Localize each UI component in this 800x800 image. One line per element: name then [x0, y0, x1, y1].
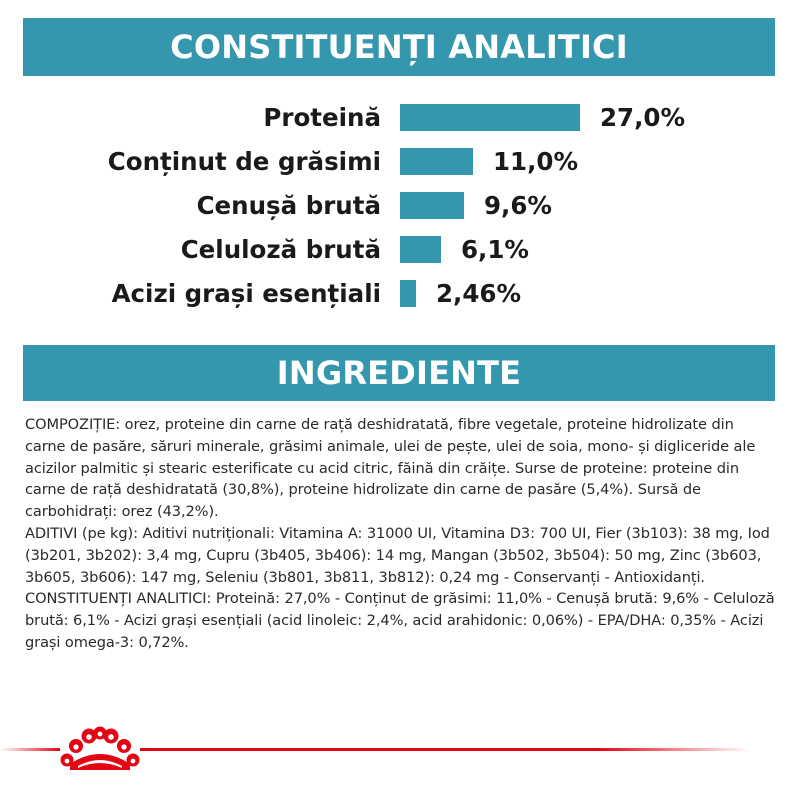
analytic-value: 6,1% [461, 235, 529, 264]
analytic-label: Proteină [263, 103, 381, 132]
analytic-label: Acizi grași esențiali [111, 279, 381, 308]
footer-line-right [140, 748, 750, 751]
analytic-constituents-paragraph: CONSTITUENȚI ANALITICI: Proteină: 27,0% … [25, 590, 775, 651]
ingredients-section-header: INGREDIENTE [23, 345, 775, 401]
analytic-value: 2,46% [436, 279, 521, 308]
analytic-section-header: CONSTITUENȚI ANALITICI [23, 18, 775, 76]
analytic-row: Celuloză brută 6,1% [0, 228, 800, 272]
analytic-value: 27,0% [600, 103, 685, 132]
analytic-bar [400, 236, 441, 263]
ingredients-section-title: INGREDIENTE [276, 354, 522, 392]
analytic-row: Cenușă brută 9,6% [0, 184, 800, 228]
ingredients-text: COMPOZIȚIE: orez, proteine din carne de … [25, 414, 777, 654]
analytic-label: Cenușă brută [196, 191, 381, 220]
analytic-section-title: CONSTITUENȚI ANALITICI [170, 28, 628, 66]
analytic-bar [400, 148, 473, 175]
analytic-value: 11,0% [493, 147, 578, 176]
analytic-value: 9,6% [484, 191, 552, 220]
analytic-bar [400, 192, 464, 219]
additives-paragraph: ADITIVI (pe kg): Aditivi nutriționali: V… [25, 524, 770, 586]
analytic-label: Conținut de grăsimi [107, 147, 381, 176]
analytic-bar [400, 280, 416, 307]
analytic-row: Proteină 27,0% [0, 96, 800, 140]
footer-line-left [0, 748, 60, 751]
analytic-row: Conținut de grăsimi 11,0% [0, 140, 800, 184]
composition-paragraph: COMPOZIȚIE: orez, proteine din carne de … [25, 416, 756, 521]
analytic-label: Celuloză brută [180, 235, 381, 264]
royal-canin-crown-icon [60, 726, 140, 770]
analytic-row: Acizi grași esențiali 2,46% [0, 272, 800, 316]
analytic-bar [400, 104, 580, 131]
